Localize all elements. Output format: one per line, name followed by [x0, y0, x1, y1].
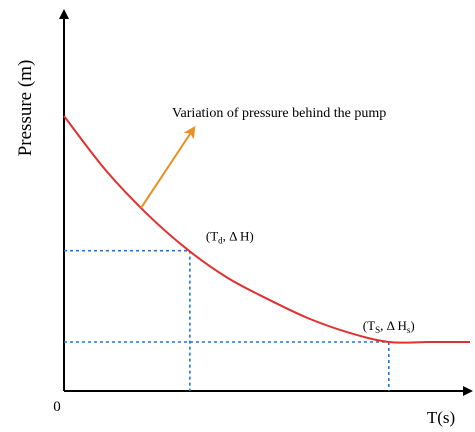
point-label-td: (Td, Δ H)	[206, 229, 254, 246]
point-label-ts: (TS, Δ Hs)	[363, 318, 415, 335]
annotation-layer: Variation of pressure behind the pump	[140, 106, 386, 209]
series-layer	[63, 115, 470, 344]
x-axis-label: T(s)	[427, 408, 455, 427]
origin-label: 0	[53, 399, 61, 415]
annotation-arrow	[140, 125, 196, 209]
annotation-text: Variation of pressure behind the pump	[172, 106, 386, 121]
point-labels: (Td, Δ H) (TS, Δ Hs)	[206, 229, 415, 335]
pressure-curve	[63, 115, 470, 344]
y-axis-label: Pressure (m)	[15, 60, 36, 157]
guide-lines	[64, 249, 390, 391]
